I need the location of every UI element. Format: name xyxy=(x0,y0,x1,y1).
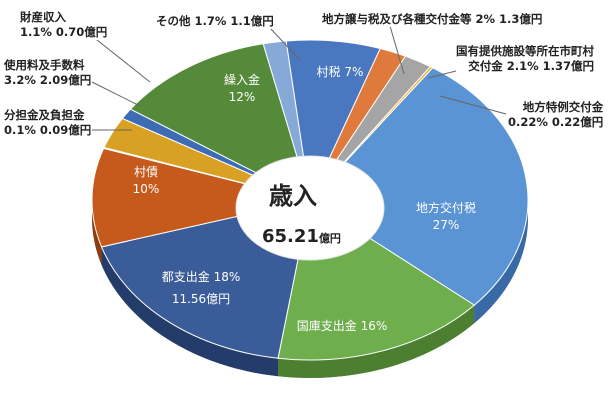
center-hole xyxy=(235,155,385,261)
label-sonsai: 村債 10% xyxy=(132,165,160,196)
label-sonota: その他 1.7% 1.1億円 xyxy=(156,14,274,29)
leader-line-1 xyxy=(389,25,405,75)
label-tokurei: 地方特例交付金 0.22% 0.22億円 xyxy=(508,100,604,130)
slice-side-7 xyxy=(92,200,102,265)
slice-side-4 xyxy=(474,200,528,324)
slice-11 xyxy=(129,43,311,201)
label-chihou-koufuzei: 地方交付税 27% xyxy=(415,201,476,232)
label-kokko: 国庫支出金 16% xyxy=(296,319,388,333)
leader-lines xyxy=(91,25,507,131)
center-title: 歳入 xyxy=(269,182,317,210)
leader-line-5 xyxy=(91,81,141,107)
label-zaisan: 財産収入 1.1% 0.70億円 xyxy=(20,10,108,40)
leader-line-3 xyxy=(439,95,507,115)
center-total: 65.21億円 xyxy=(262,226,341,247)
leader-line-4 xyxy=(91,35,151,83)
label-sonzei: 村税 7% xyxy=(316,65,364,79)
label-jouyo: 地方譲与税及び各種交付金等 2% 1.3億円 xyxy=(322,12,543,27)
slice-4 xyxy=(309,67,529,306)
label-toshishutsu: 都支出金 18% 11.56億円 xyxy=(161,270,241,306)
leader-line-2 xyxy=(427,69,461,79)
label-kokuyu: 国有提供施設等所在市町村 交付金 2.1% 1.37億円 xyxy=(456,44,594,74)
label-kurinyu: 繰入金 12% xyxy=(223,73,260,104)
slice-side-6 xyxy=(101,246,279,377)
label-buntan: 分担金及負担金 0.1% 0.09億円 xyxy=(4,108,92,138)
leader-line-0 xyxy=(269,27,301,61)
label-shiyo: 使用料及手数料 3.2% 2.09億円 xyxy=(4,58,92,88)
slice-7 xyxy=(91,147,311,248)
